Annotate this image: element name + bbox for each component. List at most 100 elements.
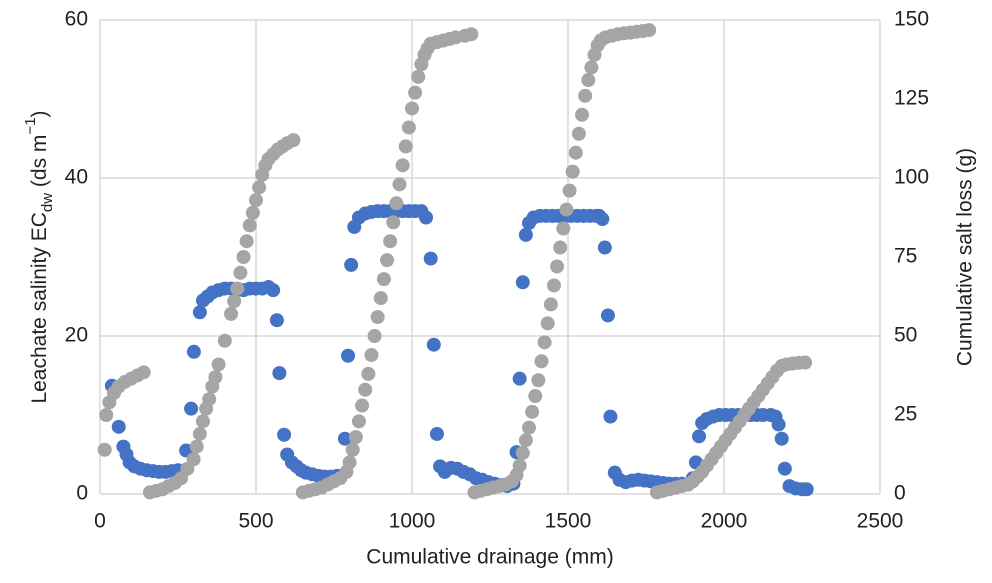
- y-tick-label: 60: [65, 8, 88, 31]
- y-tick-label: 40: [65, 166, 88, 189]
- data-point: [398, 139, 413, 154]
- data-point: [426, 337, 441, 352]
- data-point: [189, 439, 204, 454]
- data-point: [345, 442, 360, 457]
- data-point: [211, 357, 226, 372]
- data-point: [136, 365, 151, 380]
- data-point: [236, 250, 251, 264]
- data-point: [202, 392, 217, 407]
- data-point: [242, 218, 257, 233]
- data-point: [515, 275, 530, 290]
- data-point: [559, 202, 574, 217]
- data-point: [337, 431, 352, 446]
- data-point: [771, 417, 786, 432]
- y2-tick-label: 125: [894, 87, 929, 110]
- y-axis-label: Leachate salinity ECdw (ds m−1): [22, 110, 56, 403]
- data-point: [97, 442, 112, 457]
- data-point: [286, 133, 301, 148]
- data-point: [565, 164, 580, 179]
- y-label-part: Leachate salinity EC: [28, 212, 51, 403]
- data-point: [217, 333, 232, 348]
- x-tick-label: 0: [94, 510, 106, 533]
- data-point: [380, 253, 395, 268]
- data-point: [774, 431, 789, 446]
- x-axis-label: Cumulative drainage (mm): [366, 546, 613, 569]
- y-label-part: (ds m: [28, 135, 51, 193]
- y2-tick-label: 50: [894, 324, 917, 347]
- y2-tick-label: 75: [894, 245, 917, 268]
- y2-axis-label: Cumulative salt loss (g): [954, 148, 977, 366]
- data-point: [777, 461, 792, 476]
- data-point: [392, 177, 407, 192]
- data-point: [266, 283, 281, 298]
- data-point: [272, 366, 287, 381]
- data-point: [553, 240, 568, 255]
- data-point: [411, 69, 426, 84]
- data-point: [361, 366, 376, 381]
- data-point: [423, 251, 438, 266]
- y2-tick-label: 0: [894, 482, 906, 505]
- data-point: [249, 193, 263, 208]
- data-point: [515, 445, 530, 460]
- data-point: [597, 240, 612, 255]
- data-point: [252, 180, 267, 195]
- data-point: [269, 313, 284, 328]
- data-point: [341, 348, 356, 363]
- data-point: [355, 398, 370, 413]
- data-point: [233, 265, 248, 280]
- x-tick-label: 2000: [701, 510, 748, 533]
- data-point: [395, 158, 410, 173]
- data-point: [531, 373, 546, 388]
- data-point: [111, 419, 126, 434]
- data-point: [351, 414, 366, 429]
- y-tick-label: 0: [76, 482, 88, 505]
- data-point: [239, 234, 254, 249]
- data-point: [405, 101, 419, 116]
- data-point: [568, 145, 583, 160]
- data-point: [230, 281, 245, 296]
- x-tick-label: 1500: [545, 510, 592, 533]
- data-point: [603, 409, 618, 424]
- data-point: [584, 60, 599, 75]
- data-point: [528, 389, 543, 404]
- y2-tick-label: 150: [894, 8, 929, 31]
- data-point: [383, 234, 398, 249]
- data-point: [546, 278, 561, 293]
- data-point: [512, 458, 527, 473]
- data-point: [389, 196, 404, 211]
- x-tick-label: 500: [238, 510, 273, 533]
- y-label-sup: −1: [22, 117, 39, 134]
- data-point: [512, 371, 527, 386]
- data-point: [186, 452, 201, 467]
- data-point: [401, 120, 416, 135]
- data-point: [578, 88, 593, 103]
- data-point: [192, 426, 207, 441]
- data-point: [186, 344, 201, 359]
- data-point: [208, 370, 223, 385]
- data-point: [386, 215, 401, 230]
- x-tick-label: 2500: [857, 510, 904, 533]
- data-point: [348, 430, 363, 445]
- data-point: [370, 310, 385, 325]
- data-point: [534, 354, 549, 369]
- data-point: [344, 257, 359, 272]
- data-point: [642, 23, 657, 38]
- data-point: [550, 259, 565, 274]
- data-point: [799, 482, 814, 497]
- data-point: [376, 272, 391, 287]
- data-point: [518, 227, 533, 242]
- y2-tick-label: 100: [894, 166, 929, 189]
- y2-tick-label: 25: [894, 403, 917, 426]
- data-point: [581, 73, 596, 88]
- data-point: [408, 85, 423, 100]
- data-point: [367, 329, 382, 343]
- data-point: [522, 420, 536, 435]
- data-point: [358, 382, 373, 397]
- data-point: [595, 212, 610, 227]
- data-point: [342, 455, 357, 470]
- data-point: [429, 426, 444, 441]
- y-label-part: ): [28, 110, 51, 117]
- data-point: [518, 433, 533, 448]
- data-point: [195, 414, 210, 429]
